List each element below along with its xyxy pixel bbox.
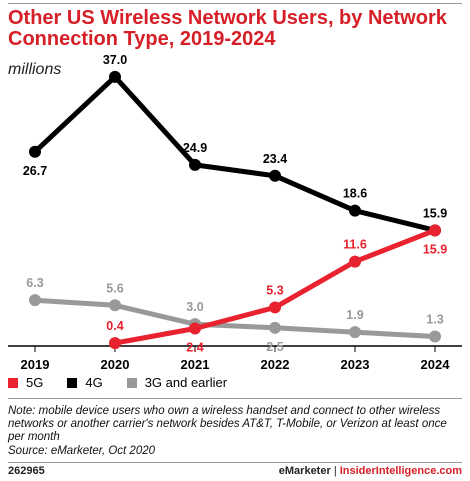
data-label-5g: 0.4	[106, 319, 123, 333]
data-label-4g: 37.0	[103, 53, 127, 67]
x-tick-label: 2021	[181, 357, 210, 372]
data-point-5g	[269, 301, 281, 314]
data-point-5g	[109, 337, 121, 350]
top-rule	[8, 3, 462, 4]
data-label-3g: 5.6	[106, 281, 123, 295]
data-label-4g: 24.9	[183, 141, 207, 155]
divider	[8, 398, 462, 399]
legend-label-4g: 4G	[85, 375, 103, 390]
chart-id: 262965	[8, 465, 45, 477]
x-tick-label: 2022	[261, 357, 290, 372]
data-point-3g	[29, 294, 41, 307]
x-tick-label: 2019	[21, 357, 50, 372]
x-tick-label: 2023	[341, 357, 370, 372]
legend-label-5g: 5G	[26, 375, 44, 390]
brand-insider-intelligence: InsiderIntelligence.com	[339, 465, 462, 477]
data-label-4g: 23.4	[263, 152, 287, 166]
data-point-5g	[189, 322, 201, 335]
legend-item-3g: 3G and earlier	[126, 375, 228, 390]
data-label-4g: 26.7	[23, 164, 47, 178]
chart-subtitle: millions	[8, 61, 62, 78]
series-line-4g	[32, 74, 438, 233]
data-point-3g	[269, 321, 281, 334]
legend-swatch-3g	[126, 377, 137, 388]
footer-brand: eMarketer | InsiderIntelligence.com	[279, 465, 462, 477]
legend-swatch-4g	[67, 377, 78, 388]
data-point-5g	[429, 224, 441, 237]
data-label-3g: 3.0	[186, 300, 203, 314]
x-tick-label: 2024	[421, 357, 451, 372]
legend-item-5g: 5G	[8, 375, 43, 390]
data-label-3g: 2.5	[266, 340, 283, 354]
data-label-5g: 2.4	[186, 341, 203, 355]
x-tick-label: 2020	[101, 357, 130, 372]
footer-divider	[8, 462, 462, 463]
data-label-3g: 6.3	[26, 276, 43, 290]
legend-swatch-5g	[8, 377, 18, 388]
data-label-4g: 18.6	[343, 187, 367, 201]
footnote: Note: mobile device users who own a wire…	[8, 405, 447, 443]
data-label-5g: 11.6	[343, 238, 367, 252]
data-label-5g: 5.3	[266, 283, 283, 297]
data-point-3g	[429, 330, 441, 343]
chart-title: Other US Wireless Network Users, by Netw…	[8, 7, 447, 50]
data-point-4g	[29, 145, 41, 158]
legend: 5G 4G 3G and earlier	[8, 375, 251, 390]
data-point-4g	[189, 158, 201, 171]
data-label-3g: 1.3	[426, 313, 443, 327]
data-point-4g	[349, 204, 361, 217]
data-point-4g	[269, 169, 281, 182]
data-point-3g	[349, 326, 361, 339]
data-label-4g: 15.9	[423, 206, 447, 220]
data-point-4g	[109, 70, 121, 83]
brand-emarketer: eMarketer	[278, 465, 331, 477]
brand-separator: |	[333, 465, 337, 477]
source-line: Source: eMarketer, Oct 2020	[8, 445, 156, 457]
series-line-3g	[32, 297, 438, 339]
legend-label-3g: 3G and earlier	[144, 375, 228, 390]
legend-item-4g: 4G	[67, 375, 103, 390]
data-point-3g	[109, 299, 121, 312]
data-label-5g: 15.9	[423, 242, 447, 256]
data-label-3g: 1.9	[346, 308, 363, 322]
data-point-5g	[349, 255, 361, 268]
